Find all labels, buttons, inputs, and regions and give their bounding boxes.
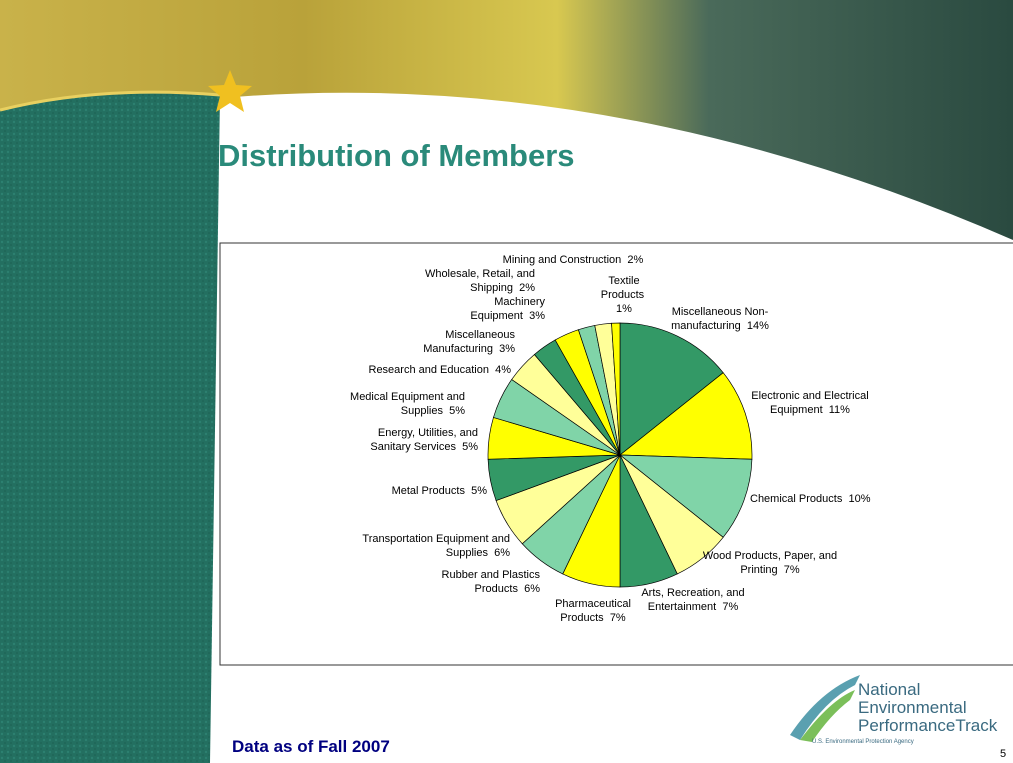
slice-label: Pharmaceutical Products 7% <box>548 597 638 625</box>
background: Data as of Fall 2007 5 Distribution of M… <box>0 0 1013 763</box>
category-name: Medical Equipment and Supplies <box>350 391 465 417</box>
category-name: Mining and Construction <box>503 254 622 266</box>
logo-agency: U.S. Environmental Protection Agency <box>812 739 914 745</box>
slice-label: Arts, Recreation, and Entertainment 7% <box>628 586 758 614</box>
slice-label: Textile Products 1% <box>594 274 654 316</box>
logo-text: National <box>858 680 920 699</box>
slice-label: Wholesale, Retail, and Shipping 2% <box>395 267 535 295</box>
value-label: 10% <box>848 493 870 505</box>
value-label: 7% <box>610 612 626 624</box>
slice-label: Electronic and Electrical Equipment 11% <box>735 389 885 417</box>
value-label: 11% <box>829 404 850 416</box>
slice-label: Transportation Equipment and Supplies 6% <box>360 532 510 560</box>
category-name: Metal Products <box>392 485 465 497</box>
page-number: 5 <box>1000 748 1006 760</box>
slide: Data as of Fall 2007 5 Distribution of M… <box>0 0 1013 763</box>
value-label: 14% <box>747 320 769 332</box>
value-label: 4% <box>495 364 511 376</box>
logo-text: Environmental <box>858 698 967 717</box>
slice-label: Wood Products, Paper, and Printing 7% <box>700 549 840 577</box>
title: Distribution of Members <box>218 138 575 173</box>
value-label: 1% <box>616 303 632 315</box>
slice-label: Research and Education 4% <box>341 363 511 377</box>
value-label: 7% <box>722 601 738 613</box>
value-label: 5% <box>449 405 465 417</box>
value-label: 6% <box>494 547 510 559</box>
slice-label: Medical Equipment and Supplies 5% <box>345 390 465 418</box>
value-label: 2% <box>627 254 643 266</box>
category-name: Transportation Equipment and Supplies <box>362 533 510 559</box>
footer: Data as of Fall 2007 <box>232 737 390 756</box>
value-label: 2% <box>519 282 535 294</box>
slice-label: Miscellaneous Non-manufacturing 14% <box>660 305 780 333</box>
value-label: 5% <box>471 485 487 497</box>
category-name: Wood Products, Paper, and Printing <box>703 550 837 576</box>
logo-text: PerformanceTrack <box>858 716 998 735</box>
slice-label: Mining and Construction 2% <box>473 253 673 267</box>
value-label: 6% <box>524 583 540 595</box>
value-label: 7% <box>784 564 800 576</box>
category-name: Textile Products <box>601 275 644 301</box>
value-label: 5% <box>462 441 478 453</box>
slice-label: Miscellaneous Manufacturing 3% <box>405 328 515 356</box>
value-label: 3% <box>529 310 545 322</box>
category-name: Research and Education <box>369 364 489 376</box>
value-label: 3% <box>499 343 515 355</box>
category-name: Electronic and Electrical Equipment <box>751 390 868 416</box>
slice-label: Energy, Utilities, and Sanitary Services… <box>338 426 478 454</box>
slice-label: Rubber and Plastics Products 6% <box>400 568 540 596</box>
slice-label: Chemical Products 10% <box>750 492 910 506</box>
slice-label: Metal Products 5% <box>337 484 487 498</box>
slice-label: Machinery Equipment 3% <box>455 295 545 323</box>
category-name: Chemical Products <box>750 493 842 505</box>
